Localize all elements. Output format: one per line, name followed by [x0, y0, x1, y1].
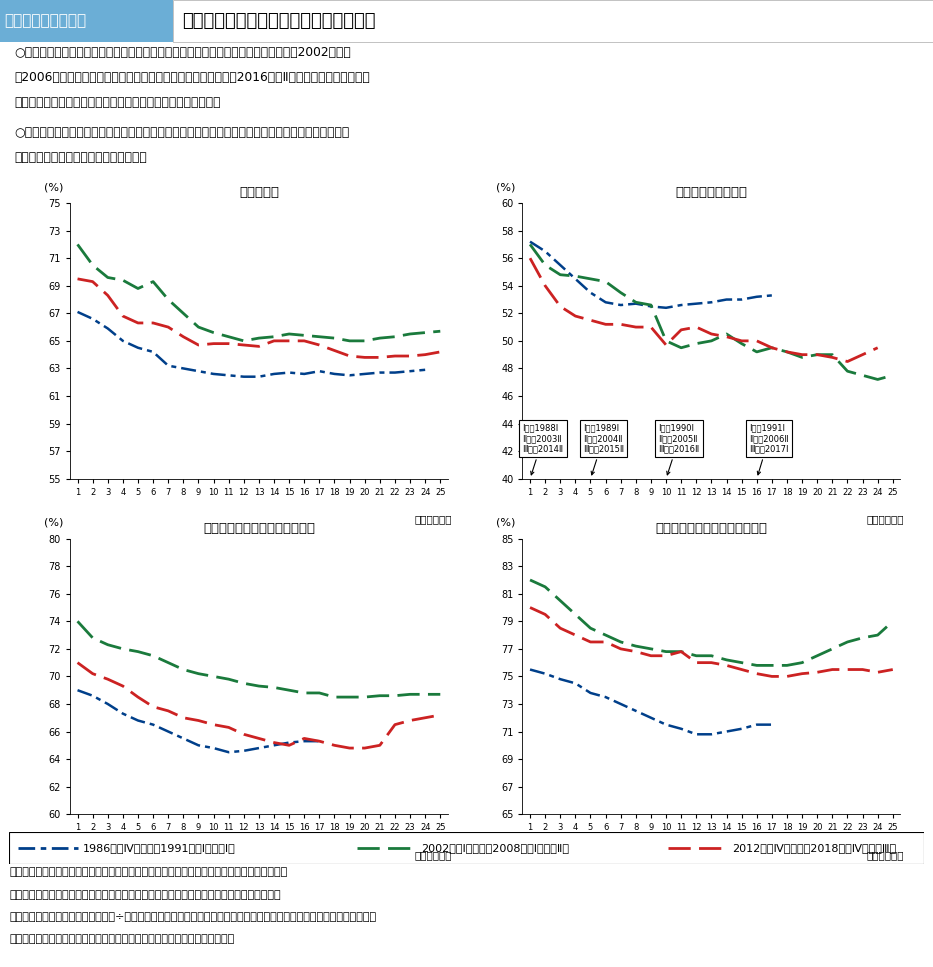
Text: Ⅰ期：1989Ⅰ
Ⅱ期：2004Ⅱ
Ⅲ期：2015Ⅱ: Ⅰ期：1989Ⅰ Ⅱ期：2004Ⅱ Ⅲ期：2015Ⅱ: [583, 424, 624, 475]
Text: 下では下げ止まりの兆しがみられる。: 下では下げ止まりの兆しがみられる。: [14, 151, 146, 164]
Text: Ⅰ期：1988Ⅰ
Ⅱ期：2003Ⅱ
Ⅲ期：2014Ⅱ: Ⅰ期：1988Ⅰ Ⅱ期：2003Ⅱ Ⅲ期：2014Ⅱ: [522, 424, 564, 475]
Text: 上回っており、また、足下では緩やかな上昇に転じている。: 上回っており、また、足下では緩やかな上昇に転じている。: [14, 96, 220, 108]
Text: 資料出所　財務省「法人企業統計調査」をもとに厚生労働省政策統括官付政策統括室にて作成: 資料出所 財務省「法人企業統計調査」をもとに厚生労働省政策統括官付政策統括室にて…: [9, 867, 287, 877]
Text: Ⅰ期：1990Ⅰ
Ⅱ期：2005Ⅱ
Ⅲ期：2016Ⅱ: Ⅰ期：1990Ⅰ Ⅱ期：2005Ⅱ Ⅲ期：2016Ⅱ: [659, 424, 700, 475]
FancyBboxPatch shape: [173, 0, 933, 42]
Text: ○　直近の景気拡大局面における「資本金１０億円以上」の大企業の労働分配率は、2002年から: ○ 直近の景気拡大局面における「資本金１０億円以上」の大企業の労働分配率は、20…: [14, 45, 351, 59]
Title: 資本金１千万円以上１億円未満: 資本金１千万円以上１億円未満: [655, 521, 768, 535]
Text: 景気拡大局面における労働分配率の比較: 景気拡大局面における労働分配率の比較: [182, 12, 375, 30]
Text: （注）　１）データは独自で作成した季節調整値（３四半期移動平均）を使用している。: （注） １）データは独自で作成した季節調整値（３四半期移動平均）を使用している。: [9, 890, 281, 899]
Title: 資本金１０億円以上: 資本金１０億円以上: [675, 186, 747, 199]
FancyBboxPatch shape: [9, 832, 924, 864]
Text: （経過期間）: （経過期間）: [867, 850, 904, 860]
Text: 2006年の景気拡大局面における同時期の同値と比較すると、2016年第Ⅱ四半期以降、その水準が: 2006年の景気拡大局面における同時期の同値と比較すると、2016年第Ⅱ四半期以…: [14, 71, 369, 84]
FancyBboxPatch shape: [0, 0, 173, 42]
Text: (%): (%): [496, 182, 515, 192]
Text: 2012年第Ⅳ四半期～2018年第Ⅳ四半期Ⅲ期: 2012年第Ⅳ四半期～2018年第Ⅳ四半期Ⅲ期: [731, 842, 896, 853]
Text: ○　直近の景気拡大局面における「資本金１千万円以上１億円未満」の中小企業の労働分配率は、足: ○ 直近の景気拡大局面における「資本金１千万円以上１億円未満」の中小企業の労働分…: [14, 126, 349, 139]
Text: Ⅰ期：1991Ⅰ
Ⅱ期：2006Ⅱ
Ⅲ期：2017Ⅰ: Ⅰ期：1991Ⅰ Ⅱ期：2006Ⅱ Ⅲ期：2017Ⅰ: [749, 424, 788, 475]
Title: 資本金１億円以上１０億円未満: 資本金１億円以上１０億円未満: [202, 521, 315, 535]
Text: 2002年第Ⅰ四半期～2008年第Ⅰ四半期Ⅱ期: 2002年第Ⅰ四半期～2008年第Ⅰ四半期Ⅱ期: [421, 842, 569, 853]
Text: ２）労働分配率＝人件費÷付加価値額、人件費＝役員給与＋役員賞与＋従業員給与＋従業員賞与＋福利厚生費。: ２）労働分配率＝人件費÷付加価値額、人件費＝役員給与＋役員賞与＋従業員給与＋従業…: [9, 912, 376, 922]
Text: (%): (%): [44, 517, 63, 528]
Text: (%): (%): [44, 182, 63, 192]
Text: （経過期間）: （経過期間）: [414, 850, 452, 860]
Text: 付加価値額（営業利益）＝営業利益＋人件費＋減価償却額。: 付加価値額（営業利益）＝営業利益＋人件費＋減価償却額。: [9, 934, 234, 944]
Title: 全規模企業: 全規模企業: [239, 186, 279, 199]
Text: （経過期間）: （経過期間）: [867, 514, 904, 524]
Text: 第１－（１）－９図: 第１－（１）－９図: [5, 14, 87, 28]
Text: 1986年第Ⅳ四半期～1991年第Ⅰ四半期Ⅰ期: 1986年第Ⅳ四半期～1991年第Ⅰ四半期Ⅰ期: [82, 842, 235, 853]
Text: （経過期間）: （経過期間）: [414, 514, 452, 524]
Text: (%): (%): [496, 517, 515, 528]
